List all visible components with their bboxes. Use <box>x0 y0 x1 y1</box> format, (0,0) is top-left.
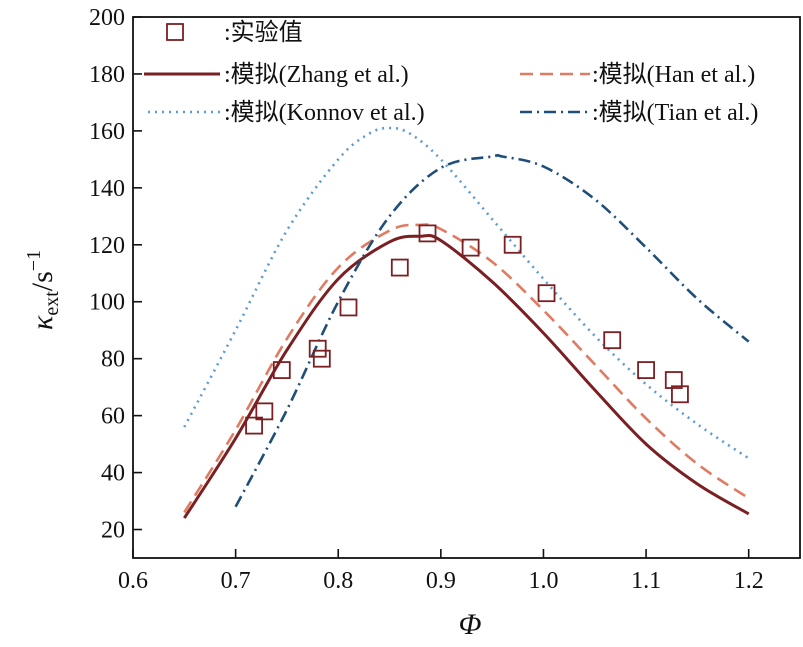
x-tick-label: 0.6 <box>118 568 148 594</box>
legend: :实验值 :模拟(Zhang et al.) :模拟(Han et al.) :模拟(… <box>144 19 758 126</box>
data-point-marker <box>603 331 622 350</box>
data-point-marker <box>245 416 263 435</box>
y-tick-label: 200 <box>89 5 125 31</box>
data-point-marker <box>308 339 327 358</box>
y-tick-label: 120 <box>89 233 125 259</box>
y-tick-label: 140 <box>89 176 125 202</box>
data-point-marker <box>390 258 409 277</box>
y-tick-label: 80 <box>101 347 125 373</box>
legend-label-4: :模拟(Tian et al.) <box>592 99 758 126</box>
series-line-4 <box>234 153 750 508</box>
axis-layer: 0.6 0.7 0.8 0.9 1.0 1.1 1.2 20 40 60 80 100 120 140 16… <box>89 5 764 594</box>
x-tick-label: 0.7 <box>221 568 251 594</box>
y-axis-subscript: ext <box>41 291 63 316</box>
x-tick-label: 0.8 <box>323 568 353 594</box>
y-axis-slash: / <box>26 282 59 291</box>
legend-label-0: :实验值 <box>224 19 303 46</box>
data-point-marker <box>418 224 437 243</box>
data-point-marker <box>637 361 655 379</box>
data-point-marker <box>339 298 358 317</box>
y-tick-label: 160 <box>89 119 125 145</box>
data-point-marker <box>671 385 689 404</box>
y-axis-exponent: −1 <box>23 250 45 271</box>
data-point-marker <box>537 284 556 303</box>
y-tick-label: 60 <box>101 404 125 430</box>
series-line-3 <box>183 126 750 460</box>
y-axis-symbol: κ <box>26 315 59 330</box>
data-point-marker <box>312 349 331 368</box>
legend-label-3: :模拟(Konnov et al.) <box>224 99 425 126</box>
data-point-marker <box>503 235 522 254</box>
plot-frame <box>132 16 801 559</box>
y-tick-label: 20 <box>101 518 125 544</box>
data-point-marker <box>272 361 291 379</box>
x-tick-label: 0.9 <box>426 568 456 594</box>
y-tick-label: 100 <box>89 290 125 316</box>
y-tick-label: 180 <box>89 62 125 88</box>
x-axis-title: Φ <box>459 608 482 641</box>
y-axis-unit: s <box>26 271 59 283</box>
svg-text:κext/s−1: κext/s−1 <box>23 250 63 330</box>
series-line-2 <box>183 223 750 514</box>
legend-label-2: :模拟(Han et al.) <box>592 61 755 88</box>
x-tick-label: 1.2 <box>734 568 764 594</box>
x-tick-label: 1.1 <box>631 568 661 594</box>
x-tick-label: 1.0 <box>528 568 558 594</box>
data-point-marker <box>461 238 480 257</box>
data-point-marker <box>255 402 274 421</box>
y-tick-label: 40 <box>101 461 125 487</box>
series-layer <box>183 126 750 519</box>
legend-marker-experiment <box>166 23 184 41</box>
y-axis-title: κext/s−1 <box>23 250 63 330</box>
data-point-marker <box>664 371 683 389</box>
marker-layer <box>245 224 689 435</box>
legend-label-1: :模拟(Zhang et al.) <box>224 61 409 88</box>
series-line-1 <box>183 233 750 519</box>
